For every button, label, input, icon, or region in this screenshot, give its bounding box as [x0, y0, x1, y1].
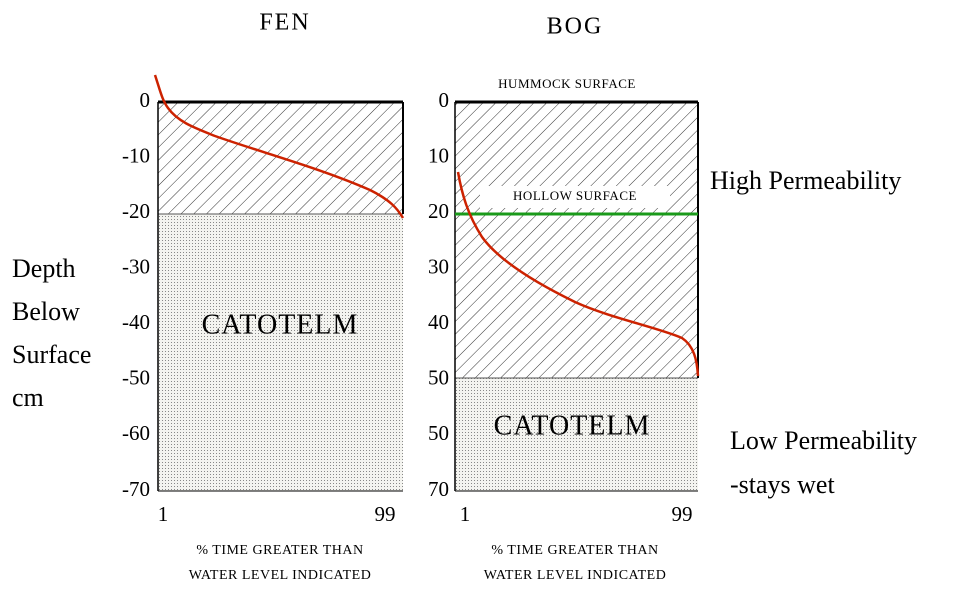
region-label: CATOTELM [494, 410, 651, 441]
x-tick-label: 99 [375, 502, 396, 526]
hollow-label: HOLLOW SURFACE [513, 188, 637, 203]
y-tick-label: 20 [428, 199, 449, 223]
axis-label: Below [12, 297, 80, 326]
x-tick-label: 99 [672, 502, 693, 526]
hollow-label-bg [480, 186, 670, 208]
y-tick-label: -50 [122, 366, 150, 390]
y-tick-label: -70 [122, 477, 150, 501]
low-permeability: -stays wet [730, 470, 835, 499]
axis-label: Depth [12, 254, 76, 283]
water-level-curve [456, 171, 700, 377]
y-tick-label: 50 [428, 421, 449, 445]
caption: % TIME GREATER THAN [196, 543, 363, 558]
low-permeability: Low Permeability [730, 426, 917, 455]
y-tick-label: -60 [122, 421, 150, 445]
axis-label: cm [12, 383, 44, 412]
y-tick-label: 10 [428, 143, 449, 167]
y-tick-label: -30 [122, 255, 150, 279]
y-tick-label: 30 [428, 255, 449, 279]
fen-title: FEN [259, 10, 310, 36]
y-tick-label: 50 [428, 366, 449, 390]
y-tick-label: -10 [122, 143, 150, 167]
y-tick-label: 40 [428, 310, 449, 334]
catotelm [158, 214, 403, 491]
caption: WATER LEVEL INDICATED [189, 568, 372, 583]
hummock-label: HUMMOCK SURFACE [498, 76, 636, 91]
y-tick-label: 70 [428, 477, 449, 501]
caption: % TIME GREATER THAN [491, 543, 658, 558]
bog-title: BOG [547, 14, 604, 40]
region-label: CATOTELM [202, 309, 359, 340]
x-tick-label: 1 [158, 502, 169, 526]
axis-label: Surface [12, 340, 91, 369]
acrotelm [455, 102, 698, 378]
x-tick-label: 1 [460, 502, 471, 526]
y-tick-label: -20 [122, 199, 150, 223]
caption: WATER LEVEL INDICATED [484, 568, 667, 583]
water-level-curve [153, 74, 405, 219]
catotelm [455, 378, 698, 491]
y-tick-label: -40 [122, 310, 150, 334]
high-permeability: High Permeability [710, 166, 901, 195]
y-tick-label: 0 [140, 88, 151, 112]
y-tick-label: 0 [439, 88, 450, 112]
